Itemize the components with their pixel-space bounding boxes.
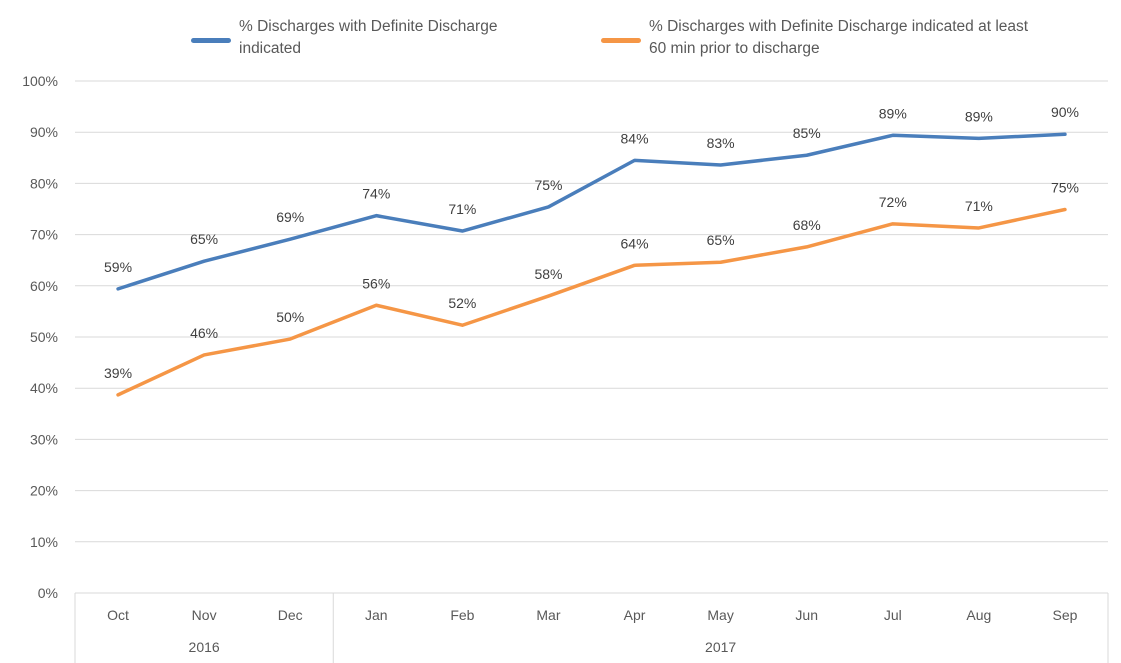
data-label: 58%	[534, 266, 562, 282]
x-tick-label: Jul	[884, 607, 902, 623]
data-label: 75%	[534, 177, 562, 193]
data-label: 84%	[621, 130, 649, 146]
data-label: 65%	[707, 232, 735, 248]
data-label: 50%	[276, 309, 304, 325]
x-tick-label: Feb	[450, 607, 474, 623]
data-label: 56%	[362, 275, 390, 291]
data-label: 68%	[793, 217, 821, 233]
data-label: 64%	[621, 235, 649, 251]
data-label: 89%	[965, 108, 993, 124]
data-label: 83%	[707, 135, 735, 151]
x-tick-label: Nov	[192, 607, 217, 623]
x-axis: Oct Nov Dec Jan Feb Mar Apr May Jun Jul Aug Sep 2016…	[74, 593, 1109, 663]
y-tick-label: 30%	[30, 431, 58, 447]
y-tick-label: 60%	[30, 278, 58, 294]
data-label: 65%	[190, 231, 218, 247]
y-tick-label: 50%	[30, 329, 58, 345]
data-label: 72%	[879, 194, 907, 210]
x-tick-label: Jan	[365, 607, 388, 623]
series-lines	[116, 132, 1067, 397]
x-tick-label: Dec	[278, 607, 303, 623]
data-label: 75%	[1051, 180, 1079, 196]
data-label: 74%	[362, 186, 390, 202]
x-tick-label: Oct	[107, 607, 129, 623]
legend-label: % Discharges with Definite Discharge ind…	[239, 18, 498, 57]
data-label: 89%	[879, 105, 907, 121]
x-tick-label: Apr	[624, 607, 646, 623]
data-label: 71%	[448, 201, 476, 217]
y-tick-label: 20%	[30, 483, 58, 499]
data-labels: 59% 65% 69% 74% 71% 75% 84% 83% 85% 89% 89% 90% 39% 4…	[104, 104, 1079, 381]
data-label: 85%	[793, 125, 821, 141]
y-tick-label: 70%	[30, 227, 58, 243]
data-label: 46%	[190, 325, 218, 341]
y-axis: 0% 10% 20% 30% 40% 50% 60% 70% 80% 90% 100%	[22, 73, 58, 601]
data-label: 71%	[965, 198, 993, 214]
y-tick-label: 100%	[22, 73, 58, 89]
legend-swatch-blue	[191, 38, 231, 43]
legend-label: % Discharges with Definite Discharge ind…	[649, 18, 1029, 57]
data-label: 39%	[104, 365, 132, 381]
y-tick-label: 0%	[38, 585, 58, 601]
y-tick-label: 90%	[30, 124, 58, 140]
y-tick-label: 40%	[30, 380, 58, 396]
data-label: 90%	[1051, 104, 1079, 120]
data-label: 69%	[276, 209, 304, 225]
data-label: 52%	[448, 295, 476, 311]
data-label: 59%	[104, 259, 132, 275]
y-tick-label: 80%	[30, 175, 58, 191]
legend-item-definite-discharge-60min: % Discharges with Definite Discharge ind…	[601, 16, 1049, 60]
legend-swatch-orange	[601, 38, 641, 43]
x-tick-label: Jun	[795, 607, 818, 623]
x-tick-label: Sep	[1052, 607, 1077, 623]
series-line-1	[116, 132, 1067, 291]
legend-item-definite-discharge: % Discharges with Definite Discharge ind…	[191, 16, 539, 60]
x-tick-label: May	[707, 607, 733, 623]
gridlines	[75, 80, 1108, 594]
y-tick-label: 10%	[30, 534, 58, 550]
x-group-label: 2016	[189, 639, 220, 655]
x-tick-label: Mar	[536, 607, 560, 623]
series-line-2	[116, 207, 1067, 397]
x-group-label: 2017	[705, 639, 736, 655]
x-tick-label: Aug	[966, 607, 991, 623]
